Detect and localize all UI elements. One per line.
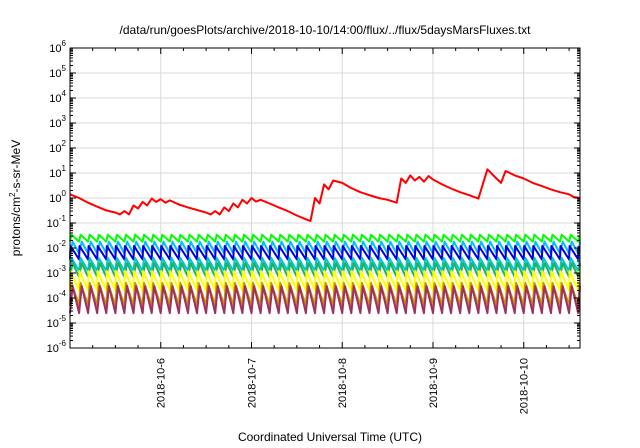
y-tick-label: 10-6 <box>47 339 67 355</box>
series-line-4 <box>69 245 580 261</box>
series-line-7 <box>69 270 580 292</box>
x-ticks: 2018-10-6 2018-10-7 2018-10-8 2018-10-9 2018… <box>92 48 570 414</box>
y-tick-label: 103 <box>49 114 66 130</box>
series-line-1 <box>69 168 581 222</box>
y-tick-label: 10-4 <box>47 289 67 305</box>
y-tick-label: 101 <box>49 164 66 180</box>
y-tick-label: 10-1 <box>47 214 67 230</box>
x-tick-label: 2018-10-8 <box>337 358 349 408</box>
plot-frame <box>69 47 581 349</box>
x-tick-label: 2018-10-6 <box>156 358 168 408</box>
x-tick-label: 2018-10-9 <box>428 358 440 408</box>
series-line-2 <box>69 233 581 243</box>
y-axis-label: protons/cm2-s-sr-MeV <box>8 140 23 256</box>
x-tick-label: 2018-10-7 <box>246 358 258 408</box>
y-tick-label: 105 <box>49 64 66 80</box>
y-tick-label: 102 <box>49 139 66 155</box>
y-tick-label: 106 <box>49 39 66 55</box>
series-line-5 <box>69 256 581 272</box>
y-tick-label: 10-2 <box>47 239 67 255</box>
y-tick-label: 104 <box>49 89 66 105</box>
chart-title: /data/run/goesPlots/archive/2018-10-10/1… <box>120 23 532 37</box>
x-axis-label: Coordinated Universal Time (UTC) <box>238 430 422 444</box>
x-tick-label: 2018-10-10 <box>519 358 531 414</box>
series-group <box>69 168 581 315</box>
series-line-9 <box>69 285 581 315</box>
y-tick-label: 10-5 <box>47 314 67 330</box>
y-tick-label: 10-3 <box>47 264 67 280</box>
y-tick-label: 100 <box>49 189 66 205</box>
